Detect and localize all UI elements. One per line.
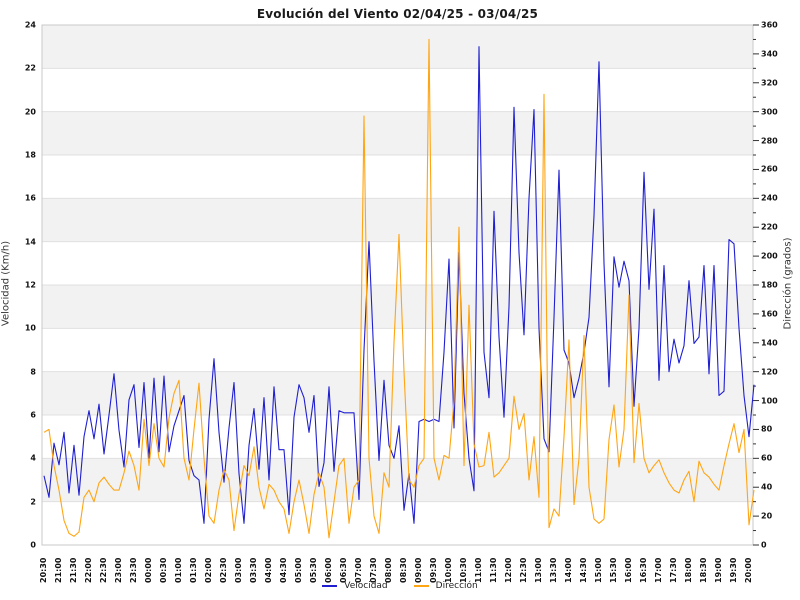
x-tick-label: 04:30 (279, 557, 288, 583)
y-right-tick-label: 340 (761, 49, 778, 59)
y-right-tick-label: 100 (761, 396, 778, 406)
x-tick-label: 01:30 (189, 557, 198, 583)
x-tick-label: 18:00 (684, 557, 693, 583)
x-tick-label: 22:30 (99, 557, 108, 583)
x-tick-label: 10:00 (444, 557, 453, 583)
band (42, 198, 753, 242)
y-left-tick-label: 10 (24, 323, 36, 333)
x-tick-label: 03:30 (249, 557, 258, 583)
x-tick-label: 05:00 (294, 557, 303, 583)
y-right-tick-label: 40 (761, 482, 773, 492)
y-left-tick-label: 20 (24, 107, 36, 117)
legend-item-velocidad: Velocidad (322, 581, 388, 591)
y-right-tick-label: 300 (761, 107, 778, 117)
x-tick-label: 09:30 (429, 557, 438, 583)
x-tick-label: 03:00 (234, 557, 243, 583)
x-tick-label: 21:30 (69, 557, 78, 583)
y-right-tick-label: 200 (761, 251, 778, 261)
band (42, 371, 753, 415)
x-tick-label: 02:00 (204, 557, 213, 583)
right-axis-title: Dirección (grados) (782, 237, 794, 330)
y-left-tick-label: 24 (24, 20, 36, 30)
x-tick-label: 20:00 (744, 557, 753, 583)
x-tick-label: 14:30 (579, 557, 588, 583)
x-tick-label: 04:00 (264, 557, 273, 583)
x-tick-label: 09:00 (414, 557, 423, 583)
x-tick-label: 22:00 (84, 557, 93, 583)
chart-title: Evolución del Viento 02/04/25 - 03/04/25 (256, 7, 539, 21)
direccion-line (43, 38, 755, 539)
y-right-tick-label: 180 (761, 280, 778, 290)
y-left-tick-label: 16 (24, 193, 36, 203)
y-right-tick-label: 280 (761, 136, 778, 146)
x-tick-label: 13:30 (549, 557, 558, 583)
band (42, 285, 753, 329)
y-right-tick-label: 320 (761, 78, 778, 88)
y-right-tick-label: 360 (761, 20, 778, 30)
y-left-tick-label: 0 (30, 540, 36, 550)
y-left-tick-label: 8 (30, 367, 36, 377)
y-left-tick-label: 14 (24, 237, 36, 247)
x-tick-label: 16:00 (624, 557, 633, 583)
legend-label-velocidad: Velocidad (344, 581, 388, 591)
y-right-tick-label: 80 (761, 424, 773, 434)
x-tick-label: 07:00 (354, 557, 363, 583)
x-tick-label: 02:30 (219, 557, 228, 583)
y-left-tick-label: 18 (24, 150, 36, 160)
x-tick-label: 14:00 (564, 557, 573, 583)
y-right-tick-label: 220 (761, 222, 778, 232)
x-tick-label: 17:00 (654, 557, 663, 583)
x-tick-label: 10:30 (459, 557, 468, 583)
y-right-tick-label: 160 (761, 309, 778, 319)
legend: Velocidad Dirección (0, 581, 800, 591)
x-tick-label: 12:30 (519, 557, 528, 583)
x-tick-label: 15:30 (609, 557, 618, 583)
x-tick-label: 11:00 (474, 557, 483, 583)
y-right-tick-label: 0 (761, 540, 767, 550)
x-tick-label: 08:30 (399, 557, 408, 583)
velocidad-line (43, 46, 755, 524)
x-tick-label: 13:00 (534, 557, 543, 583)
y-left-tick-label: 22 (24, 63, 36, 73)
x-tick-label: 16:30 (639, 557, 648, 583)
band (42, 111, 753, 155)
x-tick-label: 23:30 (129, 557, 138, 583)
x-tick-label: 05:30 (309, 557, 318, 583)
y-left-tick-label: 4 (30, 453, 36, 463)
x-tick-label: 08:00 (384, 557, 393, 583)
y-right-tick-label: 140 (761, 338, 778, 348)
x-tick-label: 18:30 (699, 557, 708, 583)
band (42, 25, 753, 69)
x-tick-label: 20:30 (39, 557, 48, 583)
x-tick-label: 12:00 (504, 557, 513, 583)
x-tick-label: 00:30 (159, 557, 168, 583)
legend-item-direccion: Dirección (413, 581, 478, 591)
band (42, 458, 753, 502)
y-right-tick-label: 120 (761, 367, 778, 377)
y-left-tick-label: 12 (24, 280, 36, 290)
x-tick-label: 19:30 (729, 557, 738, 583)
x-tick-label: 19:00 (714, 557, 723, 583)
y-left-tick-label: 6 (30, 410, 36, 420)
x-tick-label: 06:30 (339, 557, 348, 583)
x-tick-label: 07:30 (369, 557, 378, 583)
x-tick-label: 17:30 (669, 557, 678, 583)
x-tick-label: 06:00 (324, 557, 333, 583)
x-tick-label: 00:00 (144, 557, 153, 583)
direccion-line-swatch (413, 585, 429, 587)
y-right-tick-label: 60 (761, 453, 773, 463)
y-right-tick-label: 20 (761, 511, 773, 521)
x-tick-label: 21:00 (54, 557, 63, 583)
y-right-tick-label: 240 (761, 193, 778, 203)
x-tick-label: 15:00 (594, 557, 603, 583)
x-tick-label: 11:30 (489, 557, 498, 583)
velocidad-line-swatch (322, 585, 338, 587)
legend-label-direccion: Dirección (435, 581, 478, 591)
x-tick-label: 23:00 (114, 557, 123, 583)
y-left-tick-label: 2 (30, 497, 36, 507)
y-right-tick-label: 260 (761, 164, 778, 174)
x-tick-label: 01:00 (174, 557, 183, 583)
